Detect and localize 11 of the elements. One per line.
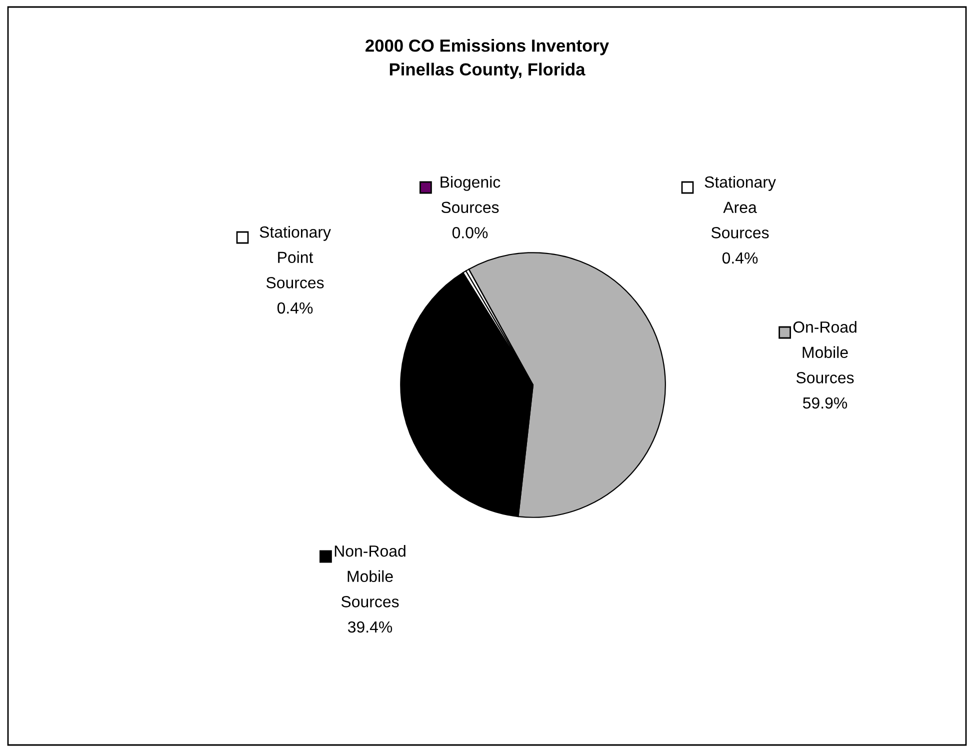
data-label: 0.4% xyxy=(722,252,758,264)
text: 0.0% xyxy=(452,227,488,238)
chart-title: 2000 CO Emissions Inventory Pinellas County, Florida xyxy=(366,39,609,79)
data-label: 59.9% xyxy=(802,397,848,409)
legend-label: Stationary Area Sources xyxy=(704,176,776,238)
data-label: 0.4% xyxy=(277,302,313,314)
legend-label: Stationary Point Sources xyxy=(260,226,331,288)
legend-label: Non-Road Mobile Sources xyxy=(334,545,406,608)
legend-label: On-Road Mobile Sources xyxy=(793,321,856,384)
data-label: 39.4% xyxy=(348,621,392,633)
legend-label: Biogenic Sources xyxy=(440,176,500,214)
